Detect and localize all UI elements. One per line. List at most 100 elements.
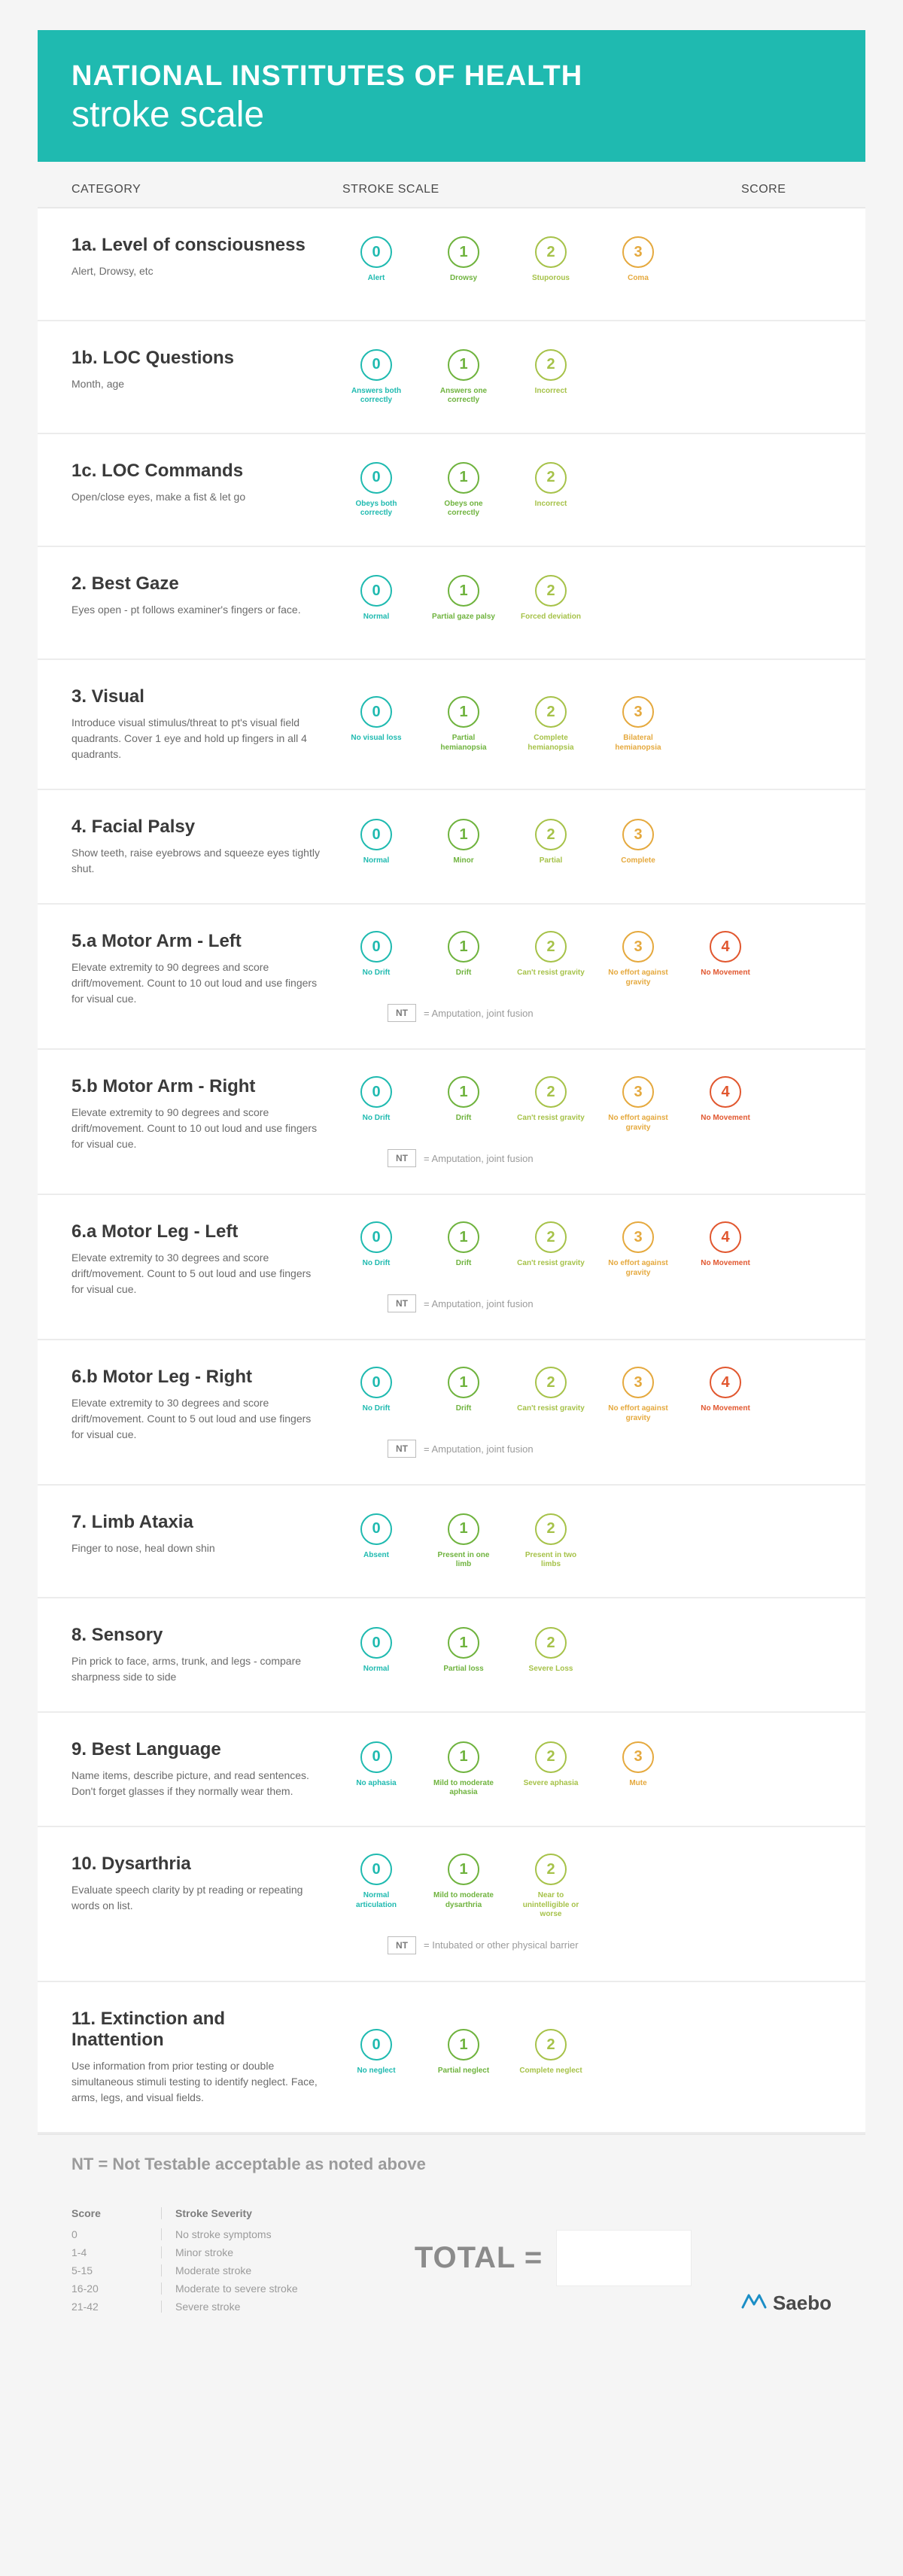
scale-option[interactable]: 0No neglect bbox=[342, 2029, 410, 2085]
scale-option[interactable]: 4No Movement bbox=[692, 1367, 759, 1423]
row-score[interactable] bbox=[741, 1854, 832, 1954]
scale-option[interactable]: 0No Drift bbox=[342, 1076, 410, 1133]
scale-label: Complete hemianopsia bbox=[517, 734, 585, 753]
row-score[interactable] bbox=[759, 931, 850, 1022]
scale-option[interactable]: 2Present in two limbs bbox=[517, 1513, 585, 1570]
scale-option[interactable]: 2Near to unintelligible or worse bbox=[517, 1854, 585, 1920]
row-category: 7. Limb AtaxiaFinger to nose, heal down … bbox=[71, 1512, 342, 1571]
scale-option[interactable]: 0No visual loss bbox=[342, 696, 410, 753]
scale-option[interactable]: 1Drift bbox=[430, 1076, 497, 1133]
scale-label: Partial gaze palsy bbox=[432, 613, 495, 631]
row-score[interactable] bbox=[741, 1512, 832, 1571]
scale-label: No effort against gravity bbox=[604, 1114, 672, 1133]
row-scale: 0Answers both correctly 1Answers one corr… bbox=[342, 348, 741, 406]
scale-label: Mild to moderate dysarthria bbox=[430, 1891, 497, 1910]
scale-option[interactable]: 0Normal articulation bbox=[342, 1854, 410, 1920]
scale-circle: 2 bbox=[535, 1367, 567, 1398]
scale-option[interactable]: 2Severe Loss bbox=[517, 1627, 585, 1683]
scale-option[interactable]: 2Incorrect bbox=[517, 462, 585, 519]
scale-option[interactable]: 2Complete hemianopsia bbox=[517, 696, 585, 753]
scale-option[interactable]: 3Complete bbox=[604, 819, 672, 874]
scale-option[interactable]: 2Can't resist gravity bbox=[517, 1221, 585, 1278]
row-score[interactable] bbox=[741, 817, 832, 877]
scale-option[interactable]: 0Alert bbox=[342, 236, 410, 292]
scale-option[interactable]: 1Present in one limb bbox=[430, 1513, 497, 1570]
scale-option[interactable]: 1Obeys one correctly bbox=[430, 462, 497, 519]
scale-option[interactable]: 2Can't resist gravity bbox=[517, 931, 585, 987]
scale-option[interactable]: 0No aphasia bbox=[342, 1741, 410, 1798]
scale-circle: 0 bbox=[360, 349, 392, 381]
total-box[interactable] bbox=[556, 2230, 692, 2286]
row-score[interactable] bbox=[759, 1076, 850, 1167]
scale-option[interactable]: 3Coma bbox=[604, 236, 672, 292]
scale-option[interactable]: 0No Drift bbox=[342, 931, 410, 987]
severity-row: 5-15Moderate stroke bbox=[71, 2261, 395, 2279]
scale-option[interactable]: 2Forced deviation bbox=[517, 575, 585, 631]
scale-option[interactable]: 2Incorrect bbox=[517, 349, 585, 406]
scale-option[interactable]: 3No effort against gravity bbox=[604, 1076, 672, 1133]
scale-options: 0Normal 1Partial gaze palsy 2Forced deviat… bbox=[342, 575, 741, 631]
scale-option[interactable]: 1Minor bbox=[430, 819, 497, 874]
scale-circle: 1 bbox=[448, 1513, 479, 1545]
scale-option[interactable]: 1Partial loss bbox=[430, 1627, 497, 1683]
scale-option[interactable]: 2Stuporous bbox=[517, 236, 585, 292]
scale-option[interactable]: 1Drift bbox=[430, 1221, 497, 1278]
scale-label: No Movement bbox=[701, 1404, 750, 1422]
scale-option[interactable]: 1Mild to moderate dysarthria bbox=[430, 1854, 497, 1920]
scale-option[interactable]: 4No Movement bbox=[692, 1076, 759, 1133]
row-category: 5.b Motor Arm - RightElevate extremity t… bbox=[71, 1076, 342, 1167]
scale-option[interactable]: 0No Drift bbox=[342, 1367, 410, 1423]
scale-option[interactable]: 0Obeys both correctly bbox=[342, 462, 410, 519]
scale-option[interactable]: 4No Movement bbox=[692, 1221, 759, 1278]
scale-option[interactable]: 2Can't resist gravity bbox=[517, 1076, 585, 1133]
row-score[interactable] bbox=[741, 573, 832, 632]
row-scale: 0Alert 1Drowsy 2Stuporous 3Coma bbox=[342, 235, 741, 293]
severity-score: 5-15 bbox=[71, 2264, 162, 2276]
scale-option[interactable]: 0Normal bbox=[342, 575, 410, 631]
scale-option[interactable]: 3Mute bbox=[604, 1741, 672, 1798]
scale-label: No visual loss bbox=[351, 734, 401, 752]
scale-option[interactable]: 1Partial hemianopsia bbox=[430, 696, 497, 753]
scale-option[interactable]: 1Drowsy bbox=[430, 236, 497, 292]
scale-option[interactable]: 1Drift bbox=[430, 931, 497, 987]
scale-option[interactable]: 2Can't resist gravity bbox=[517, 1367, 585, 1423]
scale-option[interactable]: 1Mild to moderate aphasia bbox=[430, 1741, 497, 1798]
row-score[interactable] bbox=[741, 235, 832, 293]
scale-option[interactable]: 3No effort against gravity bbox=[604, 1221, 672, 1278]
scale-option[interactable]: 3Bilateral hemianopsia bbox=[604, 696, 672, 753]
scale-option[interactable]: 1Partial neglect bbox=[430, 2029, 497, 2085]
row-score[interactable] bbox=[741, 461, 832, 519]
row-score[interactable] bbox=[741, 1625, 832, 1685]
row-score[interactable] bbox=[759, 1367, 850, 1458]
scale-option[interactable]: 2Complete neglect bbox=[517, 2029, 585, 2085]
scale-option[interactable]: 3No effort against gravity bbox=[604, 931, 672, 987]
scale-option[interactable]: 0Normal bbox=[342, 1627, 410, 1683]
scale-option[interactable]: 0Normal bbox=[342, 819, 410, 874]
scale-option[interactable]: 3No effort against gravity bbox=[604, 1367, 672, 1423]
scale-label: Forced deviation bbox=[521, 613, 581, 631]
row-category: 4. Facial PalsyShow teeth, raise eyebrow… bbox=[71, 817, 342, 877]
row-score[interactable] bbox=[741, 348, 832, 406]
scale-option[interactable]: 1Partial gaze palsy bbox=[430, 575, 497, 631]
row-score[interactable] bbox=[759, 1221, 850, 1312]
scale-circle: 0 bbox=[360, 1221, 392, 1253]
scale-option[interactable]: 1Answers one correctly bbox=[430, 349, 497, 406]
scale-option[interactable]: 0Answers both correctly bbox=[342, 349, 410, 406]
scale-circle: 4 bbox=[710, 1076, 741, 1108]
scale-option[interactable]: 2Partial bbox=[517, 819, 585, 874]
scale-label: No effort against gravity bbox=[604, 969, 672, 987]
scale-option[interactable]: 1Drift bbox=[430, 1367, 497, 1423]
scale-option[interactable]: 0Absent bbox=[342, 1513, 410, 1570]
row-score[interactable] bbox=[741, 686, 832, 762]
row-score[interactable] bbox=[741, 2009, 832, 2106]
row-score[interactable] bbox=[741, 1739, 832, 1799]
scale-option[interactable]: 2Severe aphasia bbox=[517, 1741, 585, 1798]
scale-option[interactable]: 0No Drift bbox=[342, 1221, 410, 1278]
assessment-row: 2. Best GazeEyes open - pt follows exami… bbox=[38, 547, 865, 660]
col-scale: STROKE SCALE bbox=[342, 183, 741, 196]
scale-circle: 0 bbox=[360, 1854, 392, 1885]
scale-label: Bilateral hemianopsia bbox=[604, 734, 672, 753]
scale-circle: 1 bbox=[448, 236, 479, 268]
scale-option[interactable]: 4No Movement bbox=[692, 931, 759, 987]
scale-label: No Drift bbox=[363, 1404, 391, 1422]
